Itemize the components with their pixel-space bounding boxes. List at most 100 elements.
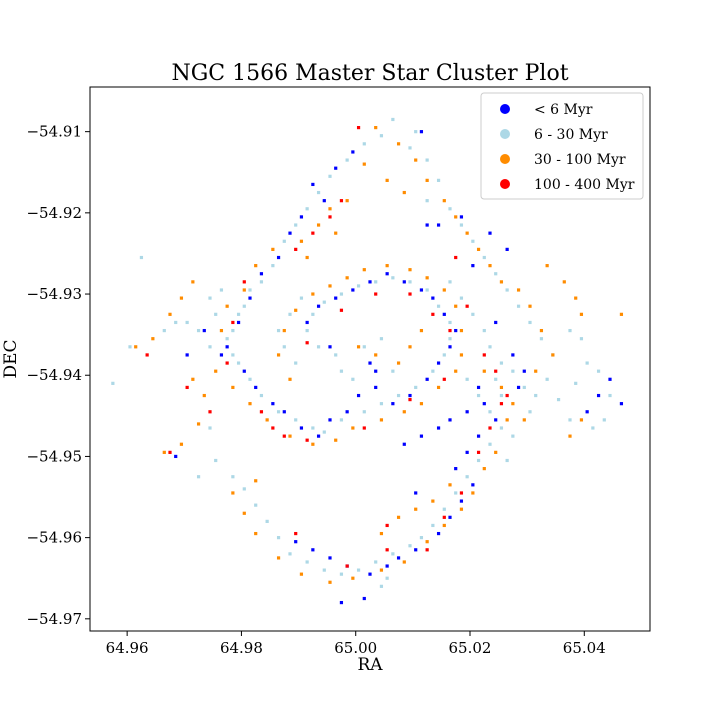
data-point (316, 223, 321, 227)
data-point (505, 418, 509, 422)
x-tick-label: 65.04 (563, 639, 606, 657)
data-point (328, 580, 332, 584)
data-point (528, 304, 532, 308)
data-point (499, 280, 504, 284)
data-point (471, 264, 475, 268)
legend-box (480, 92, 644, 200)
data-point (294, 531, 298, 536)
data-point (482, 255, 486, 260)
data-point (305, 341, 309, 345)
data-point (442, 312, 446, 316)
data-point (396, 142, 401, 146)
data-point (379, 134, 384, 138)
x-axis: 64.96 64.98 65.00 65.02 65.04 (106, 631, 606, 657)
data-point (419, 536, 424, 540)
data-point (242, 280, 246, 284)
series-3 (134, 126, 624, 584)
data-point (482, 467, 486, 471)
data-point (379, 531, 384, 536)
data-point (311, 182, 315, 187)
data-point (442, 353, 446, 357)
data-point (436, 304, 441, 308)
data-point (368, 572, 372, 576)
data-point (271, 264, 275, 268)
data-point (431, 523, 435, 528)
data-point (608, 393, 612, 398)
data-point (351, 377, 355, 381)
data-point (465, 475, 469, 479)
data-point (459, 223, 464, 227)
data-point (414, 130, 418, 134)
data-point (356, 284, 361, 288)
data-point (568, 434, 572, 438)
y-tick-label: −54.94 (26, 366, 82, 384)
data-point (231, 475, 235, 479)
data-point (436, 223, 441, 227)
data-point (339, 199, 344, 203)
data-point (431, 369, 435, 373)
data-point (208, 426, 212, 430)
data-point (185, 320, 189, 325)
points-layer (111, 117, 624, 605)
data-point (305, 328, 309, 333)
data-point (299, 239, 304, 243)
data-point (414, 548, 418, 552)
data-point (345, 199, 349, 203)
y-tick-label: −54.92 (26, 204, 82, 222)
data-point (431, 296, 435, 300)
data-point (151, 337, 155, 341)
data-point (271, 426, 275, 430)
data-point (442, 507, 446, 511)
data-point (511, 369, 515, 373)
data-point (488, 410, 492, 414)
x-axis-label: RA (357, 655, 383, 675)
data-point (408, 280, 412, 284)
data-point (539, 328, 544, 333)
data-point (499, 385, 504, 390)
data-point (362, 162, 366, 166)
data-point (516, 385, 521, 390)
data-point (419, 434, 424, 438)
data-point (471, 239, 475, 243)
data-point (288, 434, 292, 438)
data-point (454, 369, 458, 373)
data-point (516, 304, 521, 308)
data-point (471, 312, 475, 316)
data-point (425, 548, 429, 552)
data-point (259, 280, 264, 284)
data-point (208, 410, 212, 414)
data-point (534, 393, 538, 398)
y-tick-label: −54.91 (26, 123, 82, 141)
data-point (511, 353, 515, 357)
data-point (436, 178, 441, 182)
data-point (231, 353, 235, 357)
data-point (402, 410, 406, 414)
data-point (459, 499, 464, 503)
data-point (402, 280, 406, 284)
data-point (499, 393, 504, 398)
data-point (111, 381, 115, 385)
data-point (528, 410, 532, 414)
data-point (385, 523, 389, 528)
data-point (334, 231, 338, 235)
legend-marker (500, 154, 510, 164)
data-point (191, 377, 195, 381)
data-point (579, 418, 584, 422)
series-1 (174, 130, 624, 605)
data-point (482, 328, 486, 333)
data-point (242, 487, 246, 491)
data-point (574, 296, 578, 300)
data-point (368, 280, 372, 284)
data-point (419, 402, 424, 406)
data-point (396, 515, 401, 519)
data-point (225, 337, 229, 341)
data-point (316, 304, 321, 308)
data-point (454, 467, 458, 471)
data-point (288, 552, 292, 556)
data-point (454, 491, 458, 495)
data-point (385, 272, 389, 276)
data-point (322, 430, 326, 434)
data-point (374, 292, 378, 296)
data-point (494, 272, 498, 276)
data-point (596, 369, 601, 373)
